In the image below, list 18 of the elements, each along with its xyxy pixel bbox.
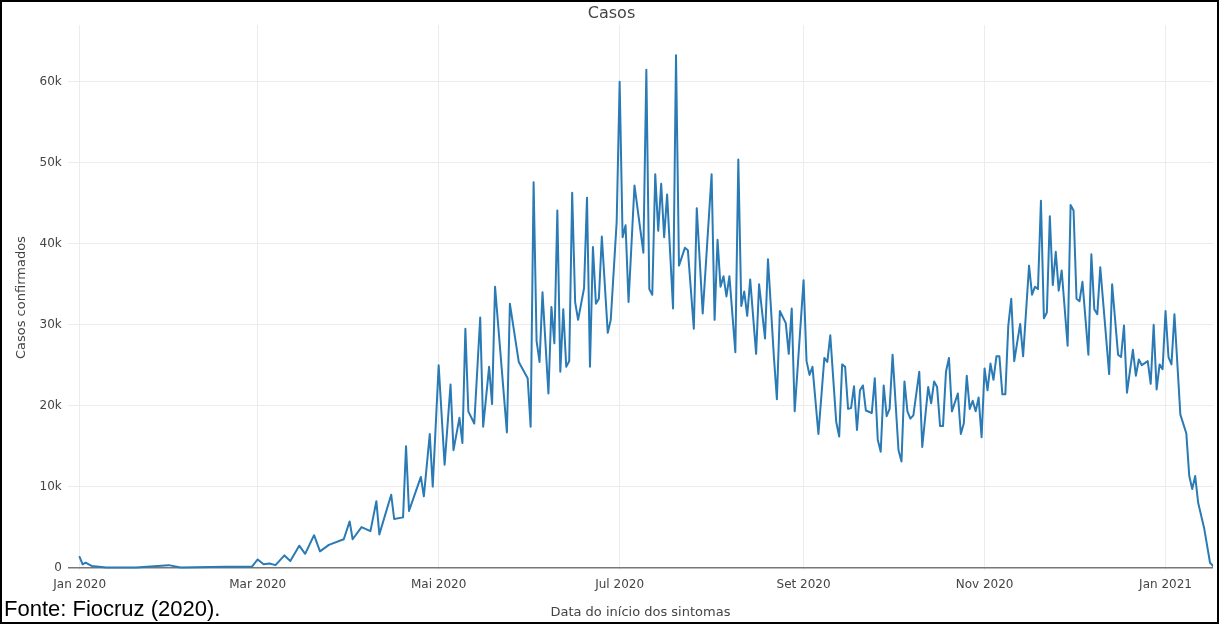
- x-tick-label: Nov 2020: [955, 577, 1014, 592]
- x-tick-label: Mar 2020: [229, 577, 287, 592]
- y-tick-label: 30k: [39, 316, 62, 331]
- y-axis-title: Casos confirmados: [13, 235, 29, 360]
- y-tick-label: 40k: [39, 235, 62, 250]
- y-tick-label: 50k: [39, 154, 62, 169]
- chart-title: Casos: [587, 2, 636, 22]
- x-tick-label: Jul 2020: [594, 577, 645, 592]
- y-tick-label: 0: [54, 559, 62, 574]
- source-note: Fonte: Fiocruz (2020).: [4, 596, 221, 622]
- x-tick-label: Set 2020: [776, 577, 831, 592]
- y-tick-label: 20k: [39, 397, 62, 412]
- y-tick-label: 10k: [39, 478, 62, 493]
- y-tick-label: 60k: [39, 73, 62, 88]
- x-tick-label: Jan 2020: [52, 577, 107, 592]
- x-axis-title: Data do início dos sintomas: [550, 603, 731, 619]
- x-tick-label: Jan 2021: [1138, 577, 1192, 592]
- x-tick-label: Mai 2020: [410, 577, 467, 592]
